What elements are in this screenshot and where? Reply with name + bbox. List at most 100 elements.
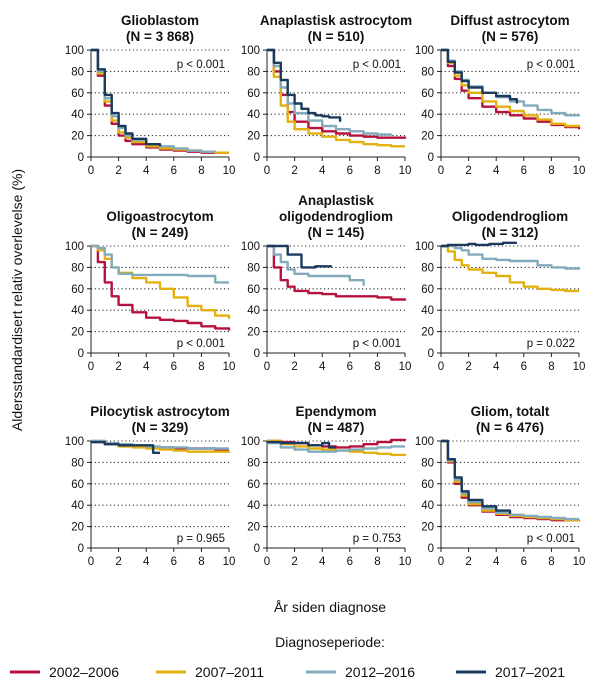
y-tick-label: 0 [78,152,84,164]
x-tick-label: 0 [264,361,270,373]
x-tick-label: 0 [264,165,270,177]
y-tick-label: 60 [247,88,260,100]
x-tick-label: 4 [493,361,500,373]
y-tick-label: 40 [71,500,84,512]
x-tick-label: 6 [171,361,177,373]
y-tick-label: 80 [71,457,84,469]
x-tick-label: 4 [319,556,326,568]
x-tick-label: 10 [223,556,236,568]
y-tick-label: 80 [421,457,434,469]
x-axis-title: År siden diagnose [274,599,386,615]
panel-title: Glioblastom [121,13,199,28]
x-tick-label: 8 [374,165,380,177]
series-line [441,439,512,514]
panel: Gliom, totalt(N = 6 476) 0 20 40 60 80 100 0 2 4 6… [415,404,586,568]
x-tick-label: 4 [319,165,326,177]
x-tick-label: 8 [198,361,204,373]
y-tick-label: 80 [421,262,434,274]
y-tick-label: 60 [247,479,260,491]
x-tick-label: 2 [465,165,471,177]
x-tick-label: 6 [171,556,177,568]
legend-label: 2012–2016 [345,664,415,680]
y-tick-label: 20 [247,131,260,143]
y-tick-label: 100 [65,45,84,57]
y-tick-label: 0 [428,348,434,360]
x-tick-label: 6 [171,165,177,177]
y-tick-label: 100 [241,45,260,57]
panel-title: (N = 312) [482,225,539,240]
y-tick-label: 40 [421,305,434,317]
y-tick-label: 60 [71,479,84,491]
x-tick-label: 6 [347,165,353,177]
p-value: p < 0.001 [527,59,575,71]
legend-label: 2002–2006 [49,664,119,680]
p-value: p < 0.001 [353,338,401,350]
panel: Ependymom(N = 487) 0 20 40 60 80 100 0 2 4 6 8 10 p =… [241,404,412,568]
series-line [91,244,231,331]
x-tick-label: 6 [347,361,353,373]
y-tick-label: 80 [247,457,260,469]
x-tick-label: 6 [521,165,527,177]
panel: Glioblastom(N = 3 868) 0 20 40 60 80 100 0 2 4 6 8 1… [65,13,236,177]
y-tick-label: 100 [65,436,84,448]
y-tick-label: 20 [71,522,84,534]
series-line [267,244,332,269]
y-tick-label: 40 [247,109,260,121]
x-tick-label: 2 [291,556,297,568]
x-tick-label: 4 [493,556,500,568]
x-tick-label: 8 [374,556,380,568]
y-tick-label: 0 [428,543,434,555]
series-line [267,244,365,286]
y-tick-label: 60 [71,284,84,296]
series-line [441,244,581,270]
y-tick-label: 0 [254,152,260,164]
series-line [267,441,405,453]
panel-title: (N = 6 476) [476,420,544,435]
panel-title: Anaplastisk [298,193,374,208]
panel-title: (N = 510) [308,29,365,44]
series-line [267,440,336,449]
p-value: p < 0.001 [353,59,401,71]
y-tick-label: 20 [71,327,84,339]
x-tick-label: 10 [573,556,586,568]
panel-title: Anaplastisk astrocytom [260,13,412,28]
y-tick-label: 100 [241,241,260,253]
x-tick-label: 8 [198,556,204,568]
series-line [267,48,342,122]
x-tick-label: 10 [399,165,412,177]
y-tick-label: 0 [78,543,84,555]
x-tick-label: 2 [465,361,471,373]
series-line [267,244,407,301]
p-value: p < 0.001 [177,59,225,71]
y-tick-label: 40 [71,109,84,121]
y-tick-label: 20 [421,327,434,339]
panel-title: (N = 487) [308,420,365,435]
y-tick-label: 0 [78,348,84,360]
y-tick-label: 60 [247,284,260,296]
p-value: p < 0.001 [527,533,575,545]
x-tick-label: 2 [115,361,121,373]
panel-title: (N = 145) [308,225,365,240]
x-tick-label: 0 [264,556,270,568]
x-tick-label: 0 [438,165,444,177]
y-tick-label: 60 [421,284,434,296]
legend: 2002–2006 2007–2011 2012–2016 2017–2021 [10,664,565,680]
y-tick-label: 0 [254,348,260,360]
x-tick-label: 8 [548,361,554,373]
y-tick-label: 0 [254,543,260,555]
panel-title: oligodendrogliom [279,209,393,224]
x-tick-label: 4 [143,361,150,373]
y-tick-label: 80 [71,66,84,78]
y-tick-label: 100 [415,241,434,253]
x-tick-label: 4 [143,165,150,177]
legend-title: Diagnoseperiode: [275,634,385,650]
y-tick-label: 80 [247,66,260,78]
x-tick-label: 8 [374,361,380,373]
panel-title: Pilocytisk astrocytom [90,404,230,419]
series-line [91,440,160,454]
y-tick-label: 60 [421,88,434,100]
y-tick-label: 0 [428,152,434,164]
p-value: p = 0.965 [177,533,225,545]
